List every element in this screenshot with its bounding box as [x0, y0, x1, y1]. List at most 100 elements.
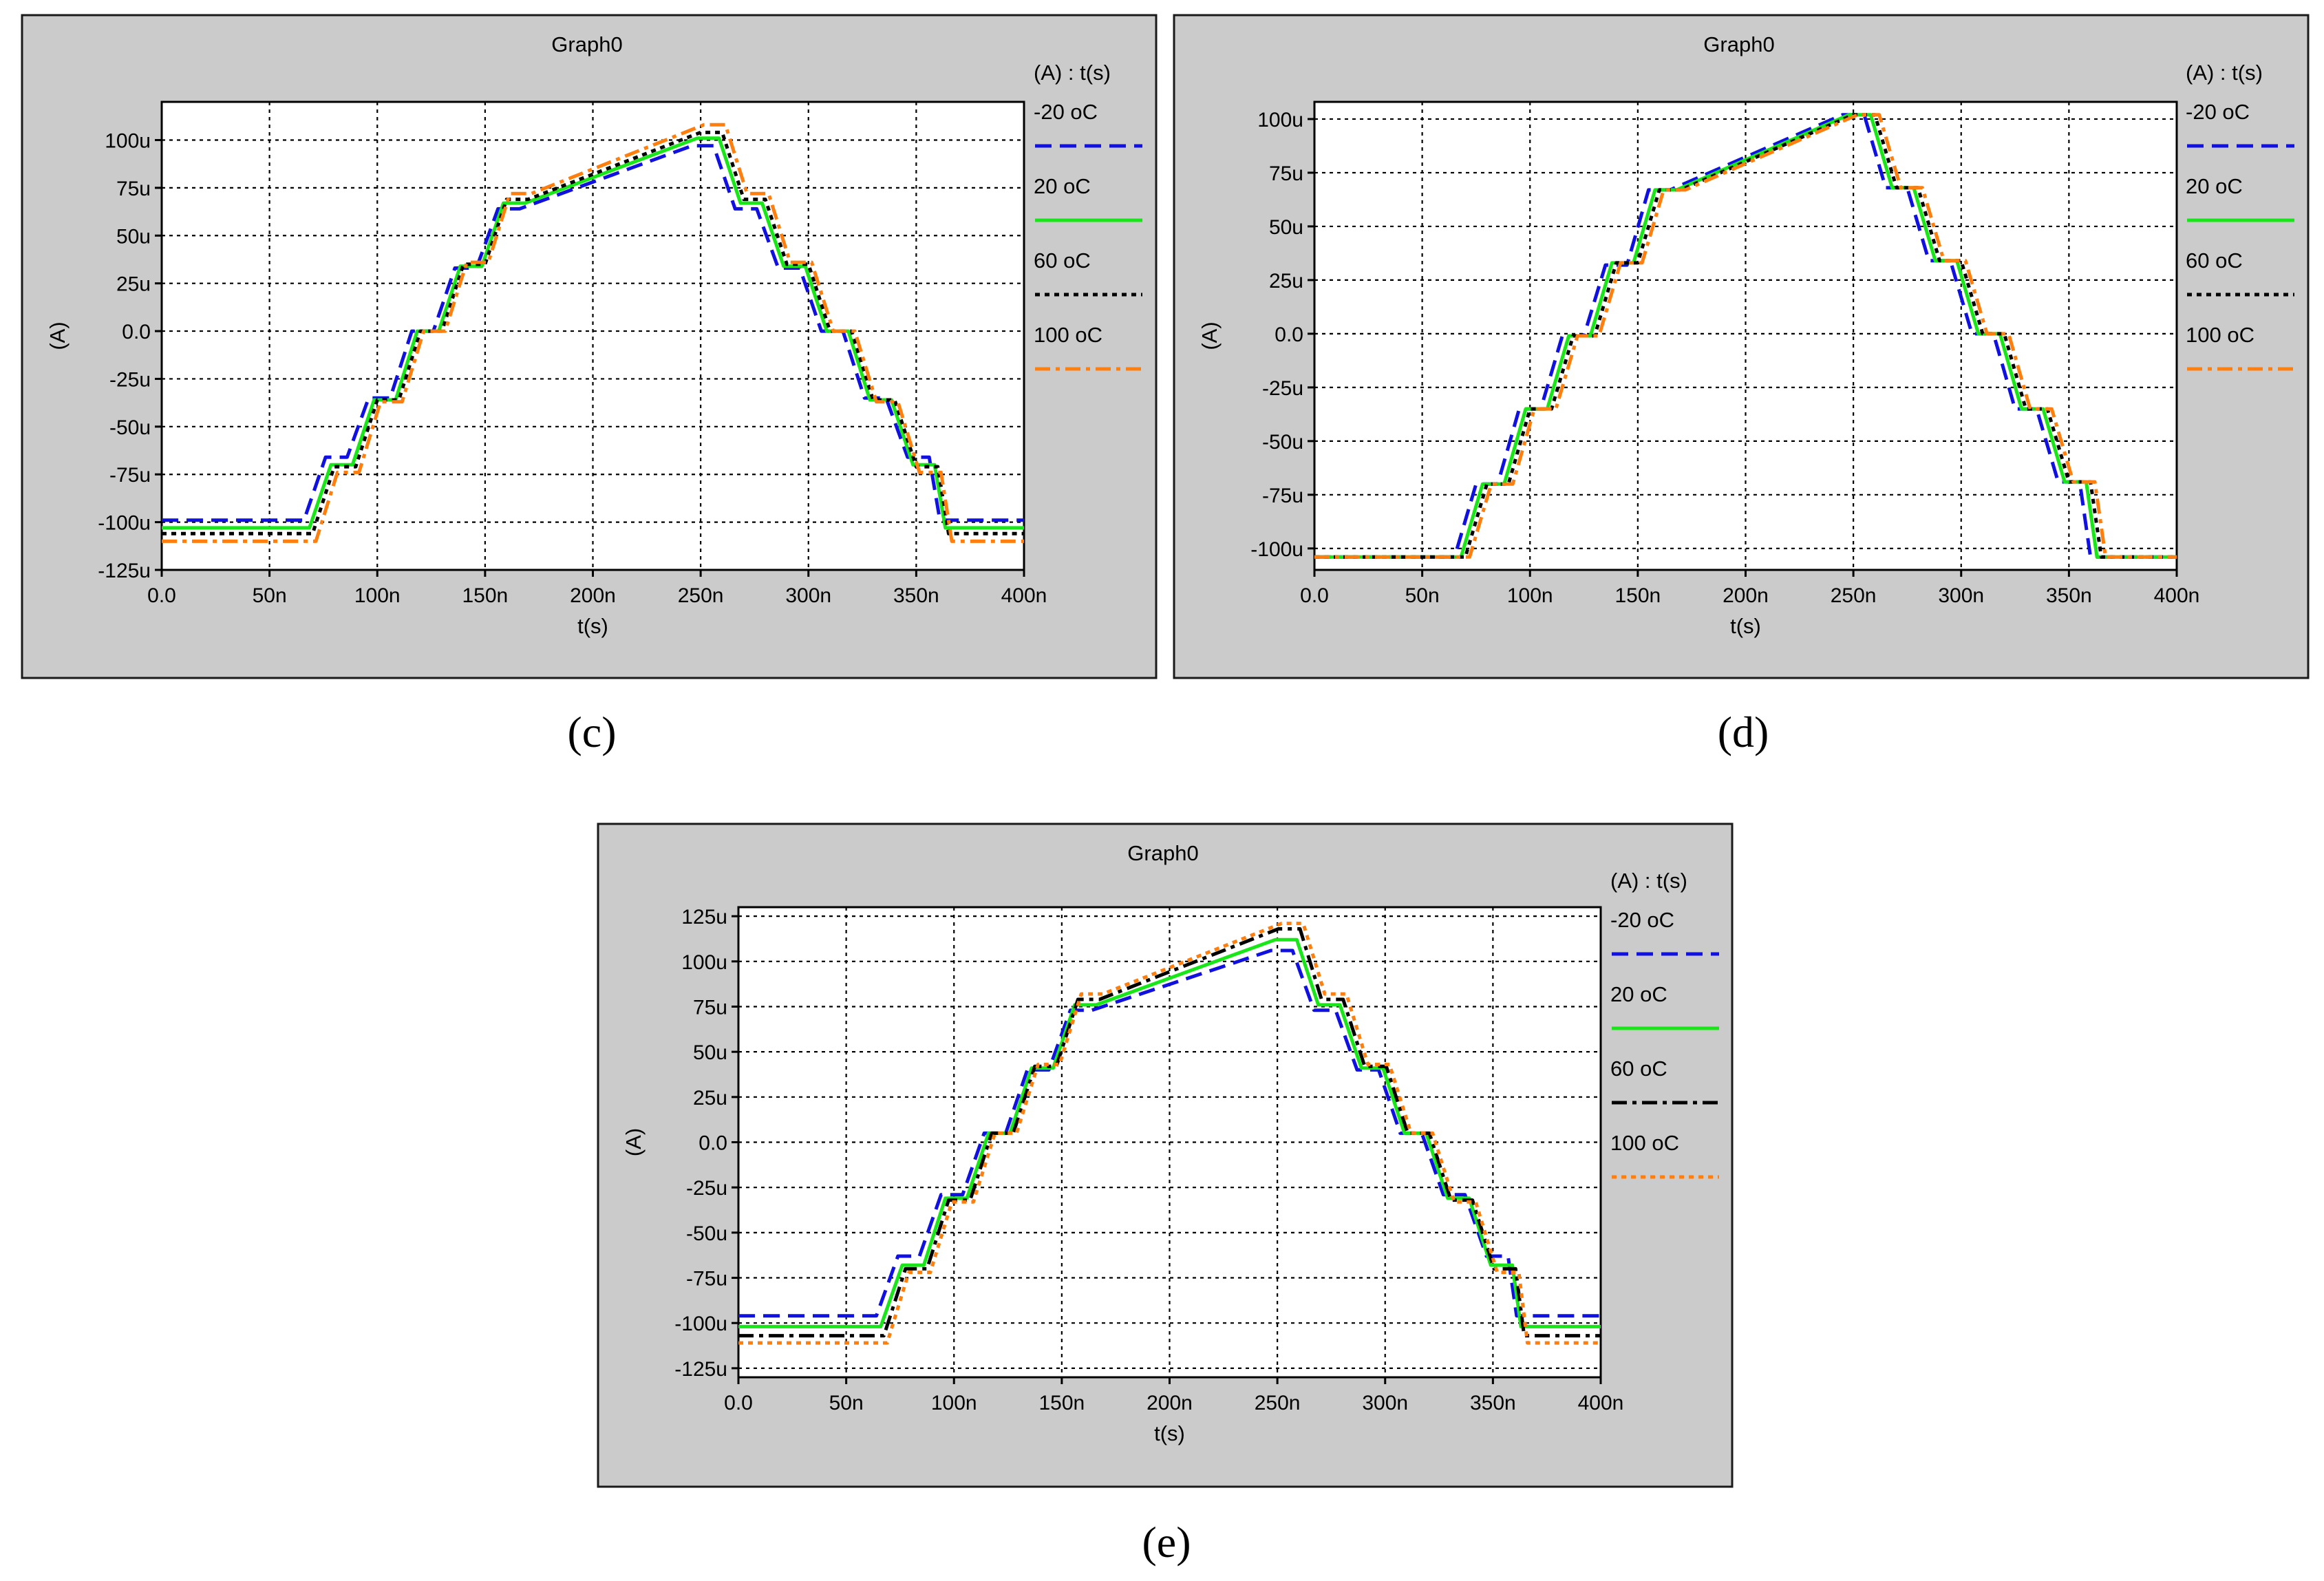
panel-caption: (e): [1142, 1518, 1191, 1567]
x-tick-label: 300n: [1362, 1392, 1408, 1414]
legend-label: -20 oC: [2186, 100, 2250, 124]
x-tick-label: 250n: [678, 584, 724, 607]
x-tick-label: 350n: [2046, 584, 2092, 607]
series-group: [738, 922, 1601, 1345]
series-group: [1314, 113, 2177, 559]
y-tick-label: -100u: [1250, 538, 1303, 561]
x-axis-label: t(s): [577, 614, 608, 638]
chart-c: Graph0 0.0 50n 100n 150n 200n 250n 300n 350n 400n…: [21, 14, 1158, 756]
y-axis-label: (A): [621, 1128, 646, 1156]
y-tick-label: 25u: [116, 273, 151, 296]
series-line--20oC: [162, 144, 1024, 522]
chart-title: Graph0: [551, 32, 622, 56]
panel-caption: (d): [1718, 708, 1769, 756]
legend: (A) : t(s) -20 oC 20 oC 60 oC 100 oC: [1034, 61, 1142, 371]
legend-label: 100 oC: [2186, 323, 2254, 347]
x-tick-label: 400n: [2154, 584, 2200, 607]
series-group: [162, 123, 1024, 543]
legend-header: (A) : t(s): [1034, 61, 1111, 85]
series-line-60oC: [738, 927, 1601, 1338]
legend-label: 60 oC: [1034, 248, 1091, 273]
series-line-100oC: [1314, 113, 2177, 559]
legend-header: (A) : t(s): [2186, 61, 2263, 85]
legend-label: 60 oC: [2186, 248, 2243, 273]
legend-label: 100 oC: [1610, 1131, 1679, 1155]
y-tick-label: 0.0: [122, 321, 151, 343]
x-tick-label: 200n: [1147, 1392, 1193, 1414]
x-tick-label: 150n: [1615, 584, 1661, 607]
legend-label: -20 oC: [1034, 100, 1098, 124]
y-tick-label: 100u: [681, 951, 727, 974]
x-tick-label: 350n: [893, 584, 939, 607]
y-tick-label: -25u: [686, 1177, 727, 1200]
grid-lines: [1314, 102, 2177, 570]
y-tick-label: -25u: [109, 368, 151, 391]
x-tick-label: 50n: [829, 1392, 864, 1414]
grid-lines: [738, 907, 1601, 1377]
y-tick-label: 100u: [105, 130, 151, 153]
x-tick-label: 300n: [785, 584, 831, 607]
x-tick-label: 50n: [253, 584, 287, 607]
x-tick-label: 0.0: [1300, 584, 1329, 607]
x-tick-label: 100n: [1507, 584, 1553, 607]
x-tick-label: 50n: [1405, 584, 1440, 607]
grid-lines: [162, 102, 1024, 570]
x-tick-label: 200n: [1723, 584, 1769, 607]
legend-header: (A) : t(s): [1610, 869, 1687, 893]
y-tick-label: 25u: [693, 1087, 727, 1110]
y-tick-label: 75u: [693, 996, 727, 1019]
x-tick-label: 350n: [1470, 1392, 1516, 1414]
y-tick-label: 50u: [693, 1041, 727, 1064]
y-tick-label: 75u: [116, 178, 151, 200]
y-tick-label: -50u: [109, 416, 151, 439]
legend: (A) : t(s) -20 oC 20 oC 60 oC 100 oC: [1610, 869, 1719, 1179]
legend-label: -20 oC: [1610, 908, 1674, 932]
legend-label: 20 oC: [1610, 982, 1667, 1006]
chart-e: Graph0 0.0 50n 100n 150n 200n 250n 300n 350n 400n…: [597, 823, 1734, 1567]
y-tick-label: -100u: [98, 512, 151, 535]
panel-caption: (c): [567, 708, 616, 756]
y-tick-label: 50u: [116, 225, 151, 248]
x-tick-label: 150n: [1039, 1392, 1085, 1414]
y-tick-label: 100u: [1257, 109, 1303, 131]
y-tick-label: 75u: [1269, 162, 1303, 185]
y-tick-label: -50u: [686, 1222, 727, 1245]
x-tick-label: 200n: [570, 584, 616, 607]
series-line-100oC: [162, 123, 1024, 543]
chart-title: Graph0: [1703, 32, 1774, 56]
legend: (A) : t(s) -20 oC 20 oC 60 oC 100 oC: [2186, 61, 2294, 371]
y-tick-label: -100u: [674, 1313, 727, 1335]
y-tick-label: 0.0: [1275, 323, 1303, 346]
chart-title: Graph0: [1127, 841, 1198, 865]
series-line-20oC: [738, 937, 1601, 1328]
x-tick-label: 400n: [1578, 1392, 1624, 1414]
x-tick-label: 150n: [462, 584, 509, 607]
y-tick-label: -50u: [1262, 431, 1303, 454]
x-axis-label: t(s): [1730, 614, 1761, 638]
y-tick-label: -75u: [1262, 485, 1303, 507]
legend-label: 100 oC: [1034, 323, 1102, 347]
y-tick-label: 125u: [681, 906, 727, 929]
y-tick-label: 50u: [1269, 216, 1303, 239]
y-axis-label: (A): [1197, 321, 1222, 350]
y-tick-label: -75u: [686, 1268, 727, 1291]
legend-label: 60 oC: [1610, 1057, 1667, 1081]
series-line--20oC: [738, 948, 1601, 1318]
y-tick-label: 25u: [1269, 270, 1303, 293]
series-line-100oC: [738, 922, 1601, 1345]
series-line-60oC: [162, 130, 1024, 535]
y-tick-label: -25u: [1262, 377, 1303, 400]
y-axis-label: (A): [45, 321, 70, 350]
x-tick-label: 100n: [931, 1392, 977, 1414]
x-tick-label: 100n: [354, 584, 401, 607]
y-tick-label: -75u: [109, 464, 151, 487]
x-tick-label: 250n: [1831, 584, 1877, 607]
y-tick-label: -125u: [674, 1358, 727, 1381]
x-tick-label: 250n: [1255, 1392, 1301, 1414]
y-tick-label: 0.0: [699, 1132, 727, 1155]
y-tick-label: -125u: [98, 560, 151, 582]
x-tick-label: 300n: [1938, 584, 1984, 607]
legend-label: 20 oC: [2186, 174, 2243, 198]
legend-label: 20 oC: [1034, 174, 1091, 198]
